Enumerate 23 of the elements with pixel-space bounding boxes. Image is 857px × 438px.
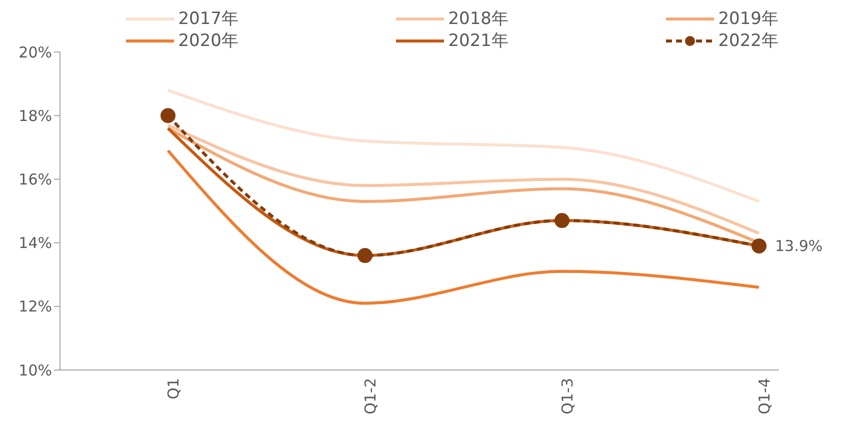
point <box>160 108 176 124</box>
legend-label: 2018年 <box>448 8 508 30</box>
point <box>752 238 766 254</box>
legend-label: 2020年 <box>178 30 238 52</box>
legend-label: 2019年 <box>718 8 778 30</box>
y-tick-label: 12% <box>18 298 52 316</box>
x-tick-label: Q1 <box>164 378 183 400</box>
legend-label: 2022年 <box>718 30 778 52</box>
line-series <box>166 88 760 203</box>
x-tick-label: Q1-3 <box>558 378 577 414</box>
legend-label: 2017年 <box>178 8 238 30</box>
point <box>358 248 372 264</box>
legend-label: 2021年 <box>448 30 508 52</box>
y-tick-label: 14% <box>18 234 52 252</box>
data-label: 13.9% <box>775 236 823 255</box>
line-series <box>166 149 760 305</box>
y-tick-label: 16% <box>18 170 52 189</box>
x-tick-label: Q1-4 <box>756 378 774 414</box>
x-tick-label: Q1-2 <box>362 378 380 414</box>
y-tick-label: 20% <box>18 43 52 62</box>
y-tick-label: 10% <box>18 361 52 380</box>
point <box>554 213 570 228</box>
y-tick-label: 18% <box>18 106 52 125</box>
